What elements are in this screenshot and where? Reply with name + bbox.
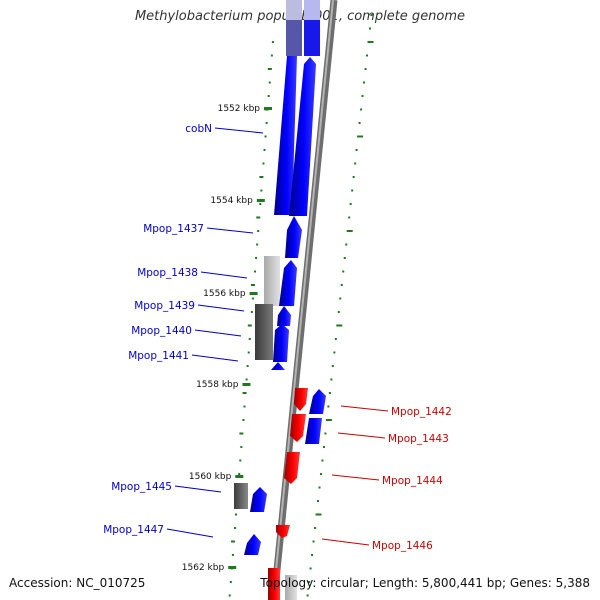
gene-arrow-Mpop_1441[interactable]	[271, 362, 285, 370]
leader-line-Mpop_1439	[197, 304, 245, 312]
gene-arrow-Mpop_1442-fwd	[309, 389, 326, 414]
ruler-label: 1556 kbp	[203, 289, 246, 299]
gene-labels: cobN Mpop_1437 Mpop_1438 Mpop_1439 Mpop_1440…	[103, 123, 452, 552]
gene-arrow-Mpop_1443[interactable]	[290, 414, 306, 442]
genome-stats: Topology: circular; Length: 5,800,441 bp…	[260, 576, 590, 590]
topology-label: Topology:	[260, 576, 317, 590]
gene-box-Mpop_1445	[234, 483, 248, 509]
leader-line-Mpop_1440	[194, 329, 242, 337]
gene-label-Mpop_1438[interactable]: Mpop_1438	[137, 267, 198, 279]
gene-label-Mpop_1440[interactable]: Mpop_1440	[131, 325, 192, 337]
bottom-feature-gray	[285, 575, 297, 600]
genome-backbone	[270, 0, 338, 600]
gene-label-Mpop_1437[interactable]: Mpop_1437	[143, 223, 204, 235]
ruler-label: 1560 kbp	[189, 472, 232, 482]
top-band	[286, 0, 320, 56]
leader-line-Mpop_1443	[337, 432, 386, 439]
gene-label-cobN[interactable]: cobN	[185, 123, 212, 135]
genes-value: 5,388	[555, 576, 590, 590]
gene-arrow-Mpop_1437[interactable]	[285, 216, 302, 258]
gene-arrow-Mpop_1444[interactable]	[284, 452, 300, 484]
length-label: Length:	[372, 576, 419, 590]
position-ruler: 1552 kbp 1554 kbp 1556 kbp 1558 kbp 1560 kbp…	[182, 104, 272, 573]
gene-arrow-Mpop_1447[interactable]	[244, 534, 261, 555]
gene-arrow-Mpop_1443-fwd	[305, 418, 322, 444]
gene-arrow-Mpop_1445[interactable]	[250, 487, 267, 512]
gene-label-Mpop_1442[interactable]: Mpop_1442	[391, 406, 452, 418]
gene-label-Mpop_1447[interactable]: Mpop_1447	[103, 524, 164, 536]
gene-arrow-Mpop_1446[interactable]	[276, 525, 290, 538]
accession-label: Accession:	[9, 576, 73, 590]
leader-line-Mpop_1442	[340, 405, 389, 412]
gene-label-Mpop_1443[interactable]: Mpop_1443	[388, 433, 449, 445]
gene-label-Mpop_1439[interactable]: Mpop_1439	[134, 300, 195, 312]
ruler-tick	[228, 566, 237, 569]
ruler-label: 1558 kbp	[196, 380, 239, 390]
topology-value: circular	[320, 576, 365, 590]
ruler-label: 1554 kbp	[210, 196, 253, 206]
gene-label-Mpop_1445[interactable]: Mpop_1445	[111, 481, 172, 493]
gene-arrow-Mpop_1442[interactable]	[294, 388, 308, 411]
leader-line-Mpop_1445	[174, 485, 222, 493]
leader-line-Mpop_1438	[200, 271, 248, 279]
accession-info: Accession: NC_010725	[9, 576, 145, 590]
ruler-tick	[256, 199, 265, 202]
gene-label-Mpop_1441[interactable]: Mpop_1441	[128, 350, 189, 362]
accession-value: NC_010725	[76, 576, 146, 590]
leader-line-Mpop_1437	[206, 227, 254, 234]
gene-box-Mpop_1438	[264, 256, 280, 306]
ruler-tick	[264, 107, 272, 110]
leader-line-Mpop_1441	[191, 354, 239, 362]
leader-line-Mpop_1444	[331, 474, 380, 481]
ruler-label: 1562 kbp	[182, 563, 225, 573]
ruler-label: 1552 kbp	[218, 104, 261, 114]
gene-arrow-Mpop_1439[interactable]	[277, 306, 291, 326]
genes-label: Genes:	[509, 576, 552, 590]
leader-line-Mpop_1447	[166, 528, 214, 538]
gene-box-Mpop_1440	[255, 304, 273, 360]
ruler-tick	[235, 475, 244, 478]
gene-arrow-cobN-outer	[274, 56, 297, 215]
ruler-tick	[242, 383, 251, 386]
gene-arrow-Mpop_1440[interactable]	[273, 324, 289, 362]
length-value: 5,800,441 bp	[421, 576, 502, 590]
bottom-feature-red	[268, 568, 280, 600]
leader-line-Mpop_1446	[321, 538, 370, 546]
gene-arrow-Mpop_1438[interactable]	[279, 260, 297, 306]
gene-features	[234, 56, 326, 600]
gene-label-Mpop_1446[interactable]: Mpop_1446	[372, 540, 433, 552]
gene-label-Mpop_1444[interactable]: Mpop_1444	[382, 475, 443, 487]
leader-line-cobN	[214, 127, 264, 134]
ruler-tick	[249, 292, 258, 295]
gene-arrow-cobN[interactable]	[289, 57, 316, 216]
